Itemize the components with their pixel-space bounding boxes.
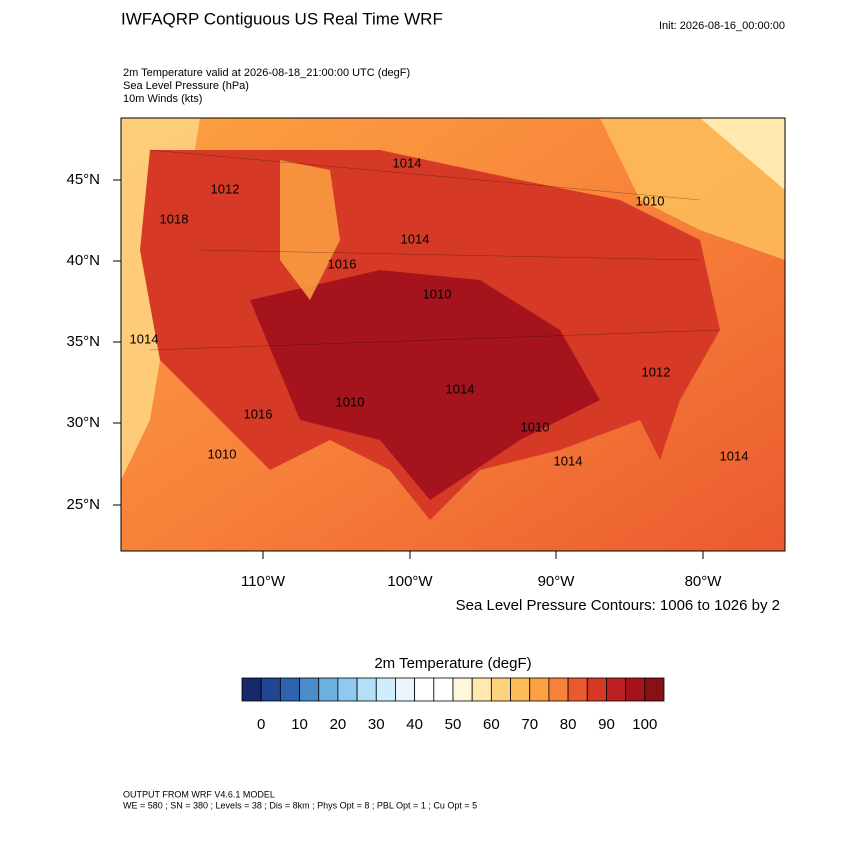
colorbar-tick-label: 20: [330, 716, 347, 733]
lon-label: 110°W: [241, 573, 286, 590]
colorbar-box: [490, 677, 511, 702]
field-label: 10m Winds (kts): [123, 93, 202, 105]
field-label: 2m Temperature valid at 2026-08-18_21:00…: [123, 67, 410, 79]
colorbar-tick-label: 10: [291, 716, 308, 733]
contour-lines: [121, 118, 785, 351]
colorbar-box: [548, 677, 569, 702]
lat-label: 25°N: [66, 496, 100, 513]
contour-label: 1014: [720, 448, 749, 463]
lat-label: 45°N: [66, 171, 100, 188]
contour-note: Sea Level Pressure Contours: 1006 to 102…: [456, 597, 780, 614]
rockies-cool: [280, 160, 340, 300]
colorbar-tick-label: 30: [368, 716, 385, 733]
colorbar-tick-label: 70: [521, 716, 538, 733]
colorbar-box: [299, 677, 320, 702]
contour-label: 1010: [521, 419, 550, 434]
footer-line: OUTPUT FROM WRF V4.6.1 MODEL: [123, 789, 275, 799]
colorbar-box: [625, 677, 646, 702]
colorbar-box: [318, 677, 339, 702]
colorbar-tick-label: 80: [560, 716, 577, 733]
northeast-coolest: [700, 118, 785, 190]
colorbar-box: [433, 677, 454, 702]
colorbar-box: [567, 677, 588, 702]
contour-label: 1010: [336, 394, 365, 409]
contour-label: 1010: [208, 446, 237, 461]
colorbar-tick-label: 40: [406, 716, 423, 733]
contour-label: 1010: [423, 286, 452, 301]
colorbar-box: [471, 677, 492, 702]
colorbar-box: [529, 677, 550, 702]
colorbar-box: [510, 677, 531, 702]
contour-label: 1014: [130, 331, 159, 346]
colorbar-box: [279, 677, 300, 702]
contour-label: 1012: [211, 181, 240, 196]
contour-label: 1014: [393, 155, 422, 170]
map-frame: [120, 117, 786, 552]
lat-label: 40°N: [66, 252, 100, 269]
northeast-cool: [600, 118, 785, 260]
map-field: [121, 118, 785, 551]
init-time: Init: 2026-08-16_00:00:00: [659, 20, 785, 32]
colorbar-tick-label: 90: [598, 716, 615, 733]
colorbar-box: [414, 677, 435, 702]
lon-label: 80°W: [685, 573, 723, 590]
colorbar-tick-label: 60: [483, 716, 500, 733]
lon-label: 100°W: [387, 573, 433, 590]
lat-label: 30°N: [66, 414, 100, 431]
colorbar-title: 2m Temperature (degF): [374, 655, 531, 672]
colorbar-box: [356, 677, 377, 702]
colorbar-box: [337, 677, 358, 702]
hot-core: [250, 270, 600, 500]
colorbar-box: [395, 677, 416, 702]
contour-label: 1016: [244, 406, 273, 421]
contour-label: 1012: [642, 364, 671, 379]
lon-label: 90°W: [538, 573, 576, 590]
colorbar-tick-label: 100: [632, 716, 657, 733]
colorbar-box: [375, 677, 396, 702]
colorbar-box: [260, 677, 281, 702]
lat-label: 35°N: [66, 333, 100, 350]
contour-label: 1016: [328, 256, 357, 271]
field-label: Sea Level Pressure (hPa): [123, 80, 249, 92]
contour-label: 1014: [446, 381, 475, 396]
colorbar-box: [606, 677, 627, 702]
contour-label: 1014: [554, 453, 583, 468]
colorbar-box: [241, 677, 262, 702]
footer-line: WE = 580 ; SN = 380 ; Levels = 38 ; Dis …: [123, 800, 477, 810]
title: IWFAQRP Contiguous US Real Time WRF: [121, 9, 443, 28]
colorbar-box: [644, 677, 665, 702]
contour-label: 1018: [160, 211, 189, 226]
contour-label: 1014: [401, 231, 430, 246]
colorbar-box: [586, 677, 607, 702]
colorbar-tick-label: 0: [257, 716, 265, 733]
colorbar-tick-label: 50: [445, 716, 462, 733]
contour-label: 1010: [636, 193, 665, 208]
colorbar-box: [452, 677, 473, 702]
